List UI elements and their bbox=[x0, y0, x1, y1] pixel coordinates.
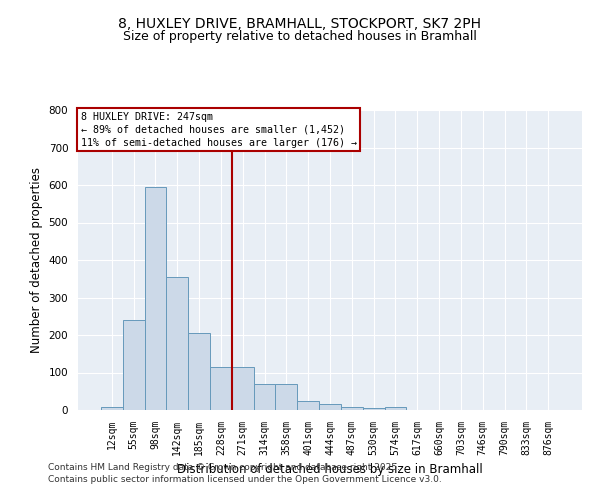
Bar bbox=[385, 407, 406, 410]
Bar bbox=[210, 367, 232, 410]
Bar bbox=[232, 367, 254, 410]
Bar bbox=[123, 320, 145, 410]
Bar bbox=[341, 407, 363, 410]
Bar bbox=[101, 407, 123, 410]
Text: Contains public sector information licensed under the Open Government Licence v3: Contains public sector information licen… bbox=[48, 475, 442, 484]
Text: Contains HM Land Registry data © Crown copyright and database right 2025.: Contains HM Land Registry data © Crown c… bbox=[48, 464, 400, 472]
Y-axis label: Number of detached properties: Number of detached properties bbox=[30, 167, 43, 353]
Bar bbox=[275, 384, 297, 410]
X-axis label: Distribution of detached houses by size in Bramhall: Distribution of detached houses by size … bbox=[177, 464, 483, 476]
Text: 8 HUXLEY DRIVE: 247sqm
← 89% of detached houses are smaller (1,452)
11% of semi-: 8 HUXLEY DRIVE: 247sqm ← 89% of detached… bbox=[80, 112, 356, 148]
Bar bbox=[363, 408, 385, 410]
Bar bbox=[319, 404, 341, 410]
Text: 8, HUXLEY DRIVE, BRAMHALL, STOCKPORT, SK7 2PH: 8, HUXLEY DRIVE, BRAMHALL, STOCKPORT, SK… bbox=[119, 18, 482, 32]
Bar bbox=[145, 187, 166, 410]
Text: Size of property relative to detached houses in Bramhall: Size of property relative to detached ho… bbox=[123, 30, 477, 43]
Bar bbox=[166, 277, 188, 410]
Bar bbox=[254, 384, 275, 410]
Bar bbox=[297, 400, 319, 410]
Bar bbox=[188, 333, 210, 410]
